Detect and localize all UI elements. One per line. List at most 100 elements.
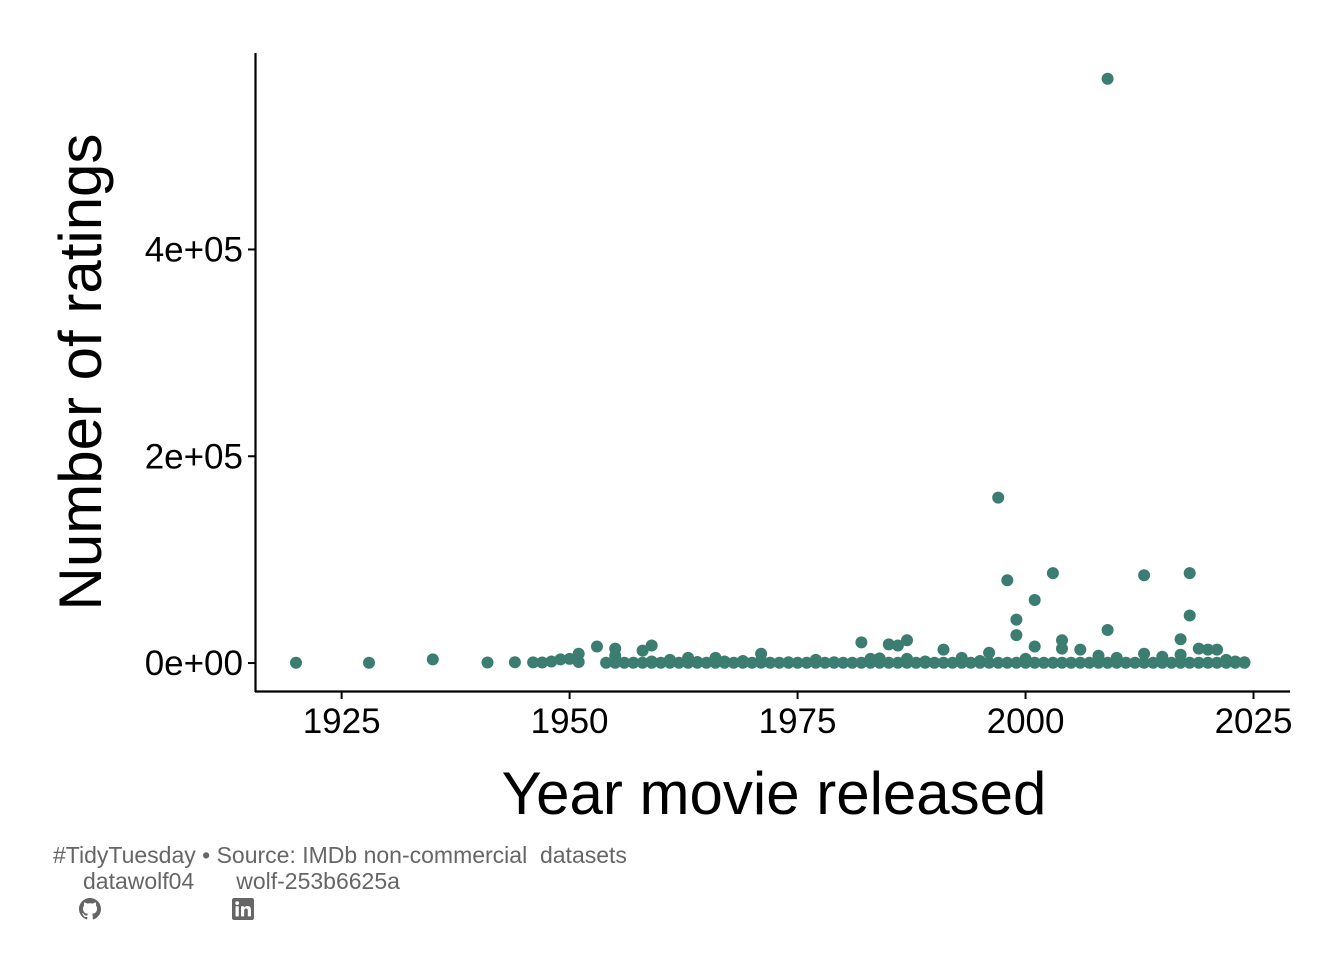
data-point (1001, 656, 1014, 669)
data-point (600, 656, 613, 669)
data-point (1238, 656, 1251, 669)
data-point (1211, 656, 1223, 669)
data-point (1001, 574, 1014, 587)
data-point (1056, 656, 1068, 669)
data-point (1065, 656, 1078, 669)
data-point (1110, 651, 1123, 664)
data-point (1201, 656, 1214, 669)
data-point (800, 656, 813, 669)
data-point (910, 656, 923, 669)
data-point (591, 640, 603, 653)
data-point (1056, 634, 1068, 647)
data-point (1183, 656, 1196, 669)
y-ticks: 0e+00 2e+05 4e+05 (145, 230, 255, 683)
data-point (1028, 656, 1041, 669)
data-point (572, 647, 585, 660)
data-point (901, 652, 913, 665)
x-tick-label: 2025 (1215, 702, 1293, 741)
data-point (290, 656, 302, 669)
data-point (1056, 642, 1068, 655)
data-point (1101, 624, 1114, 636)
data-point (809, 653, 822, 666)
data-point (873, 652, 886, 665)
data-point (527, 656, 540, 669)
data-point (636, 656, 649, 669)
data-point (563, 652, 576, 665)
data-point (1010, 613, 1023, 626)
data-point (609, 656, 622, 669)
data-point (1028, 640, 1041, 653)
data-point (818, 656, 831, 669)
data-point (645, 655, 658, 668)
data-point (974, 655, 986, 667)
data-point (1046, 656, 1059, 669)
data-point (691, 656, 704, 668)
data-point (700, 656, 713, 669)
data-point (673, 656, 685, 669)
y-tick-label: 2e+05 (145, 437, 243, 476)
data-point (882, 656, 895, 669)
data-point (1074, 656, 1087, 669)
data-point (782, 656, 795, 669)
data-point (1046, 567, 1059, 580)
data-point (1192, 656, 1205, 669)
data-point (636, 644, 649, 657)
data-point (1037, 656, 1050, 669)
github-icon (53, 871, 101, 919)
data-point (882, 638, 895, 651)
data-point (746, 656, 758, 669)
data-point (755, 654, 768, 667)
data-point (1010, 629, 1023, 642)
x-ticks: 1925 1950 1975 2000 2025 (303, 692, 1293, 741)
y-tick-label: 0e+00 (145, 644, 243, 683)
data-point (992, 656, 1005, 669)
data-point (1138, 569, 1151, 582)
data-point (855, 636, 868, 649)
data-point (1010, 656, 1023, 669)
data-point (1183, 609, 1196, 622)
data-point (919, 655, 932, 668)
data-point (1220, 653, 1233, 666)
y-axis-title: Number of ratings (47, 134, 114, 611)
data-point (1147, 656, 1160, 669)
data-point (964, 656, 977, 669)
data-point (1165, 656, 1178, 669)
data-point (572, 656, 585, 668)
data-point (1183, 567, 1196, 580)
data-point (1229, 655, 1242, 668)
data-point (736, 655, 749, 667)
data-point (1019, 652, 1032, 665)
data-point (828, 656, 841, 669)
data-point (983, 646, 996, 659)
data-point (937, 656, 950, 669)
data-point (1138, 656, 1151, 669)
data-point (791, 656, 804, 669)
data-point (992, 491, 1005, 504)
caption-line-2: datawolf04 wolf-253b6625a (53, 868, 400, 920)
data-point (855, 656, 868, 669)
data-point (937, 643, 950, 656)
data-point (645, 639, 658, 652)
data-point (682, 651, 695, 664)
data-point (773, 656, 786, 669)
linkedin-icon (206, 871, 254, 920)
data-point (901, 634, 913, 647)
data-point (727, 656, 740, 669)
data-point (1028, 594, 1041, 606)
data-point (1138, 647, 1151, 660)
data-point (1201, 643, 1214, 656)
x-axis-title: Year movie released (502, 760, 1047, 827)
data-point (928, 656, 941, 669)
x-tick-label: 1950 (531, 702, 609, 741)
data-point (545, 655, 558, 668)
data-point (508, 656, 521, 669)
data-point (1156, 650, 1169, 663)
data-point (1192, 642, 1205, 655)
data-point (363, 656, 375, 669)
data-point (846, 656, 859, 669)
data-point (618, 656, 631, 669)
data-point (1101, 72, 1114, 85)
data-point (663, 653, 676, 666)
data-point (1101, 656, 1114, 669)
